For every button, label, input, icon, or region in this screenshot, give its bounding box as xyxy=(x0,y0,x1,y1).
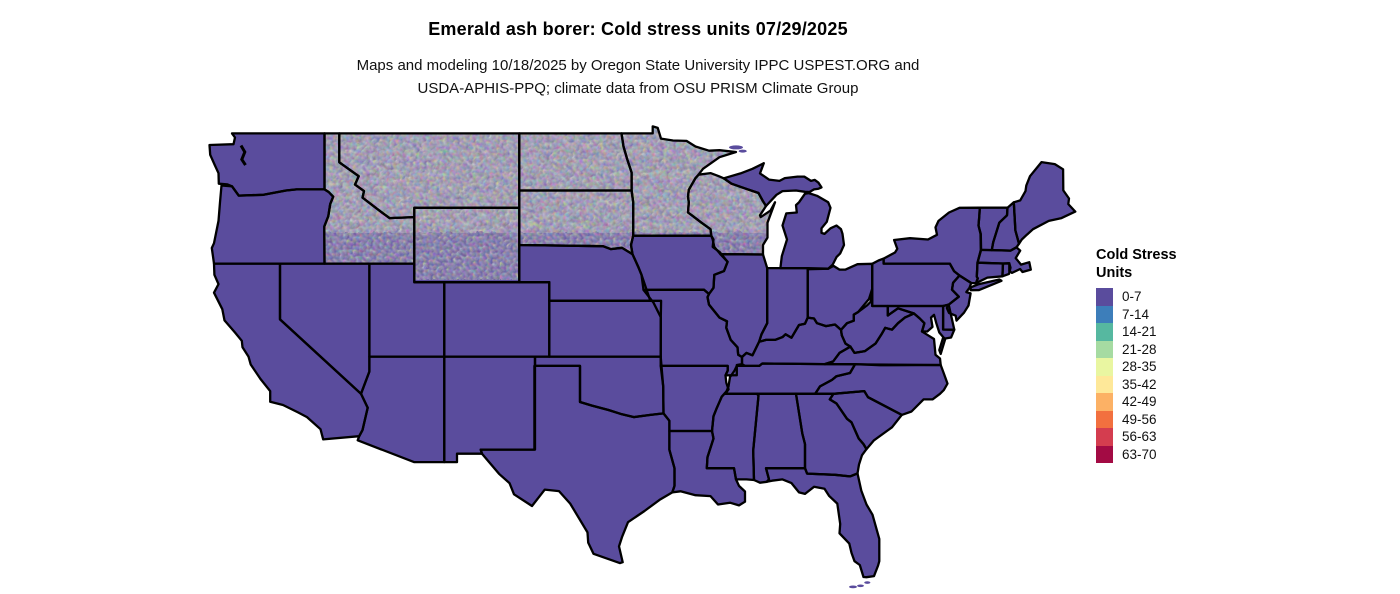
legend-swatch xyxy=(1096,323,1113,341)
legend-item-35-42: 35-42 xyxy=(1096,375,1177,393)
state-oh xyxy=(807,263,873,330)
legend-item-14-21: 14-21 xyxy=(1096,323,1177,341)
state-mo xyxy=(643,289,742,376)
legend-item-63-70: 63-70 xyxy=(1096,445,1177,463)
state-me xyxy=(1013,162,1076,244)
state-ny xyxy=(883,207,981,284)
state-ga xyxy=(796,393,867,477)
state-tn xyxy=(725,363,856,394)
state-il xyxy=(707,254,768,357)
state-ut xyxy=(369,263,445,357)
state-nm xyxy=(444,356,535,463)
state-wy xyxy=(414,207,520,283)
state-ms xyxy=(706,389,759,480)
state-az xyxy=(357,356,445,463)
subtitle-line-2: USDA-APHIS-PPQ; climate data from OSU PR… xyxy=(417,80,859,97)
state-vt xyxy=(978,207,1008,251)
state-wv xyxy=(841,288,914,353)
state-wi xyxy=(688,173,775,255)
legend-swatch xyxy=(1096,358,1113,376)
legend-item-7-14: 7-14 xyxy=(1096,305,1177,323)
legend-item-21-28: 21-28 xyxy=(1096,340,1177,358)
state-ks xyxy=(549,300,662,357)
legend-label: 21-28 xyxy=(1122,341,1157,357)
legend-title-line-1: Cold Stress xyxy=(1096,247,1177,263)
legend-items: 0-7 7-14 14-21 21-28 28-35 35-42 42-49 49-56 56-… xyxy=(1096,288,1177,463)
state-ar xyxy=(660,365,729,431)
state-co xyxy=(444,282,550,357)
state-wa xyxy=(209,133,325,196)
legend-item-28-35: 28-35 xyxy=(1096,358,1177,376)
state-md xyxy=(887,306,955,339)
state-or xyxy=(211,185,334,264)
cold-stress-raster xyxy=(361,129,750,224)
state-mi xyxy=(780,193,844,269)
legend-label: 42-49 xyxy=(1122,394,1157,410)
state-fl xyxy=(766,468,880,578)
state-mi2 xyxy=(723,163,822,206)
legend: Cold Stress Units 0-7 7-14 14-21 21-28 28-35… xyxy=(1096,246,1177,463)
legend-item-42-49: 42-49 xyxy=(1096,393,1177,411)
page-title: Emerald ash borer: Cold stress units 07/… xyxy=(428,19,848,39)
legend-label: 49-56 xyxy=(1122,411,1157,427)
subtitle-line-1: Maps and modeling 10/18/2025 by Oregon S… xyxy=(356,57,920,74)
legend-swatch xyxy=(1096,305,1113,323)
state-ne xyxy=(519,245,651,301)
legend-title-line-2: Units xyxy=(1096,265,1133,281)
legend-label: 14-21 xyxy=(1122,324,1157,340)
legend-label: 35-42 xyxy=(1122,376,1157,392)
puget-sound xyxy=(239,144,247,166)
legend-swatch xyxy=(1096,340,1113,358)
subtitle: Maps and modeling 10/18/2025 by Oregon S… xyxy=(0,54,1276,100)
legend-label: 28-35 xyxy=(1122,359,1157,375)
state-nv xyxy=(280,263,370,394)
legend-label: 0-7 xyxy=(1122,289,1142,305)
legend-swatch xyxy=(1096,410,1113,428)
state-ky xyxy=(742,317,851,366)
state-li xyxy=(970,279,1002,291)
state-pa xyxy=(872,258,960,306)
legend-swatch xyxy=(1096,445,1113,463)
legend-title: Cold Stress Units xyxy=(1096,246,1177,282)
state-ok xyxy=(535,356,664,418)
legend-swatch xyxy=(1096,393,1113,411)
small-islands xyxy=(729,145,871,589)
state-nh xyxy=(991,202,1019,251)
state-in xyxy=(759,268,808,342)
legend-swatch xyxy=(1096,428,1113,446)
legend-swatch xyxy=(1096,375,1113,393)
state-fills xyxy=(209,126,1076,578)
state-sd xyxy=(519,190,634,255)
state-de xyxy=(943,304,955,330)
legend-label: 56-63 xyxy=(1122,429,1157,445)
legend-swatch xyxy=(1096,288,1113,306)
state-ct xyxy=(976,262,1003,284)
legend-item-0-7: 0-7 xyxy=(1096,288,1177,306)
legend-item-56-63: 56-63 xyxy=(1096,428,1177,446)
state-borders xyxy=(208,125,1077,579)
legend-label: 63-70 xyxy=(1122,446,1157,462)
legend-item-49-56: 49-56 xyxy=(1096,410,1177,428)
state-tx xyxy=(480,365,675,564)
state-al xyxy=(753,393,805,483)
state-nc xyxy=(815,364,948,415)
legend-label: 7-14 xyxy=(1122,306,1150,322)
state-ia xyxy=(631,235,728,294)
state-ca xyxy=(214,263,368,440)
state-id xyxy=(324,133,415,264)
